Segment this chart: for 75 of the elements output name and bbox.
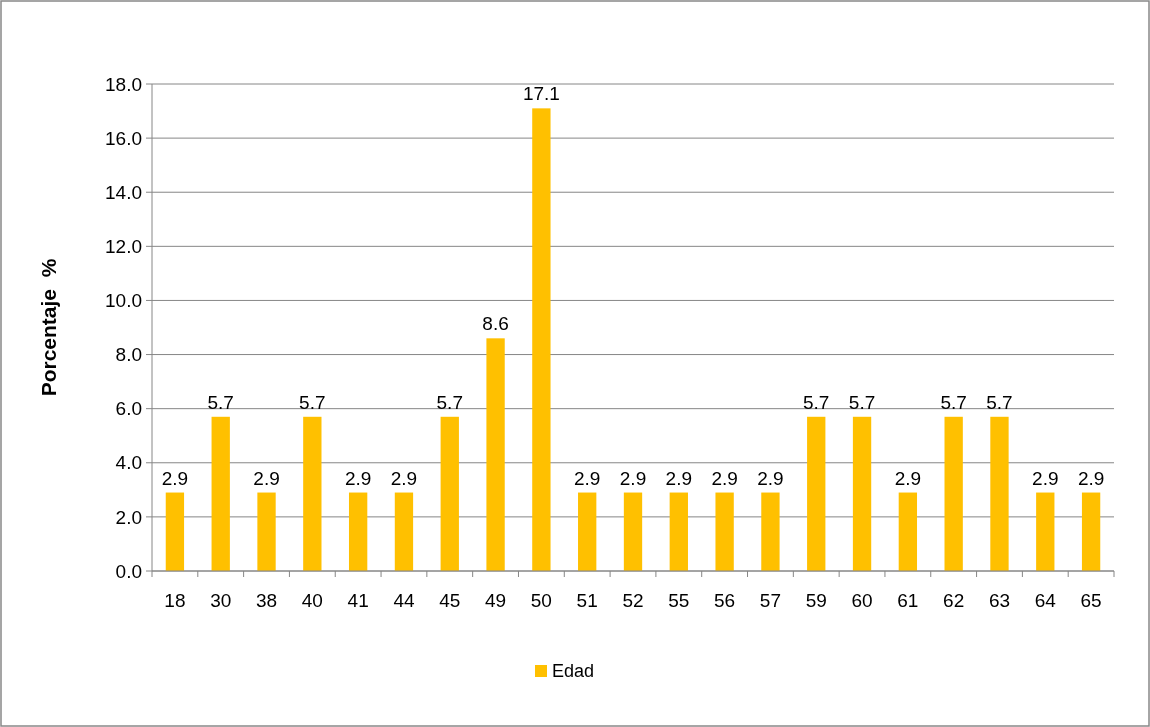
bar <box>990 416 1009 571</box>
x-tick-label: 40 <box>301 590 323 611</box>
y-tick-label: 16.0 <box>105 127 142 149</box>
bar <box>394 492 414 571</box>
data-label: 2.9 <box>390 467 418 489</box>
bar <box>1081 492 1101 571</box>
data-label: 2.9 <box>253 467 280 489</box>
data-label: 2.9 <box>161 467 189 489</box>
y-tick-label: 8.0 <box>115 344 142 366</box>
bar <box>761 492 780 571</box>
bar <box>303 416 322 571</box>
data-label: 8.6 <box>482 313 509 335</box>
x-tick-label: 62 <box>943 590 965 611</box>
y-tick-label: 12.0 <box>105 235 142 257</box>
data-label: 2.9 <box>665 467 693 489</box>
data-label: 5.7 <box>436 391 463 413</box>
y-tick-label: 10.0 <box>105 290 142 312</box>
data-label: 2.9 <box>1032 467 1059 489</box>
x-tick-label: 51 <box>576 590 598 611</box>
bar <box>944 416 963 571</box>
x-tick-label: 30 <box>210 590 232 611</box>
bar <box>669 492 688 571</box>
y-tick-label: 0.0 <box>115 560 142 582</box>
x-tick-label: 45 <box>439 590 461 611</box>
bar <box>165 492 185 571</box>
bar <box>623 492 643 571</box>
bar <box>440 416 459 571</box>
data-label: 2.9 <box>573 467 601 489</box>
data-label: 5.7 <box>986 391 1013 413</box>
y-tick-label: 6.0 <box>115 398 142 420</box>
bar <box>257 492 276 571</box>
data-label: 5.7 <box>940 391 967 413</box>
bar <box>348 492 368 571</box>
x-tick-label: 52 <box>622 590 644 611</box>
bar <box>715 492 734 571</box>
y-tick-label: 2.0 <box>115 506 142 528</box>
data-label: 5.7 <box>848 391 876 413</box>
x-tick-label: 60 <box>851 590 873 611</box>
bar <box>852 416 872 571</box>
bar <box>898 492 918 571</box>
y-tick-label: 18.0 <box>105 73 142 95</box>
data-label: 2.9 <box>619 467 647 489</box>
data-label: 2.9 <box>711 467 738 489</box>
data-label: 2.9 <box>1077 467 1105 489</box>
bar <box>486 338 505 571</box>
data-label: 17.1 <box>522 83 560 105</box>
data-label: 2.9 <box>757 467 784 489</box>
legend-label: Edad <box>552 661 595 682</box>
y-tick-label: 4.0 <box>115 452 142 474</box>
x-tick-label: 50 <box>530 590 552 611</box>
x-tick-label: 63 <box>988 590 1011 611</box>
data-label: 2.9 <box>344 467 372 489</box>
data-label: 2.9 <box>894 467 922 489</box>
x-tick-label: 59 <box>805 590 827 611</box>
x-tick-label: 41 <box>347 590 369 611</box>
y-axis-title: Porcentaje % <box>37 258 60 397</box>
x-tick-label: 61 <box>897 590 919 611</box>
bar <box>1036 492 1055 571</box>
x-tick-label: 56 <box>714 590 736 611</box>
data-label: 5.7 <box>207 391 234 413</box>
x-tick-label: 18 <box>164 590 186 611</box>
y-tick-label: 14.0 <box>105 181 142 203</box>
x-tick-label: 65 <box>1080 590 1102 611</box>
x-tick-label: 55 <box>668 590 690 611</box>
bar <box>807 416 826 571</box>
data-label: 5.7 <box>299 391 326 413</box>
x-tick-label: 57 <box>759 590 781 611</box>
data-label: 5.7 <box>803 391 830 413</box>
bar <box>578 492 597 571</box>
x-tick-label: 38 <box>255 590 278 611</box>
bar <box>211 416 230 571</box>
x-tick-label: 49 <box>485 590 507 611</box>
bar <box>532 108 551 571</box>
x-tick-label: 64 <box>1034 590 1057 611</box>
x-tick-label: 44 <box>393 590 415 611</box>
